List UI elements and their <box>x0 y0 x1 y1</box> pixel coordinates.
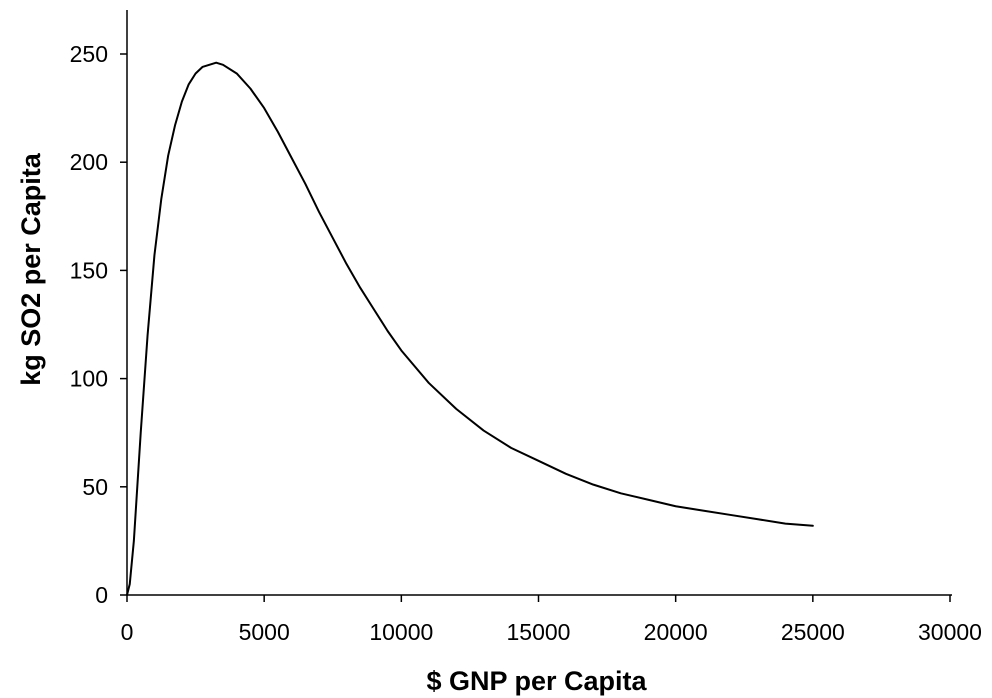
y-tick-label: 200 <box>70 149 108 175</box>
series-line <box>126 61 814 596</box>
series-layer <box>126 61 814 596</box>
y-tick-label: 250 <box>70 41 108 67</box>
y-tick-label: 150 <box>70 257 108 283</box>
x-tick-label: 0 <box>121 619 134 645</box>
x-axis-title: $ GNP per Capita <box>426 666 647 696</box>
y-ticks: 0 50 100 150 200 250 <box>70 41 127 608</box>
x-tick-label: 25000 <box>781 619 845 645</box>
y-tick-label: 0 <box>95 582 108 608</box>
x-tick-label: 20000 <box>644 619 708 645</box>
x-tick-label: 5000 <box>239 619 290 645</box>
y-tick-label: 50 <box>82 474 108 500</box>
y-tick-label: 100 <box>70 366 108 392</box>
x-tick-label: 15000 <box>507 619 571 645</box>
axes <box>126 10 952 596</box>
x-ticks: 0 5000 10000 15000 20000 25000 30000 <box>121 595 982 645</box>
x-tick-label: 10000 <box>369 619 433 645</box>
y-axis-title: kg SO2 per Capita <box>16 152 46 386</box>
x-tick-label: 30000 <box>918 619 982 645</box>
